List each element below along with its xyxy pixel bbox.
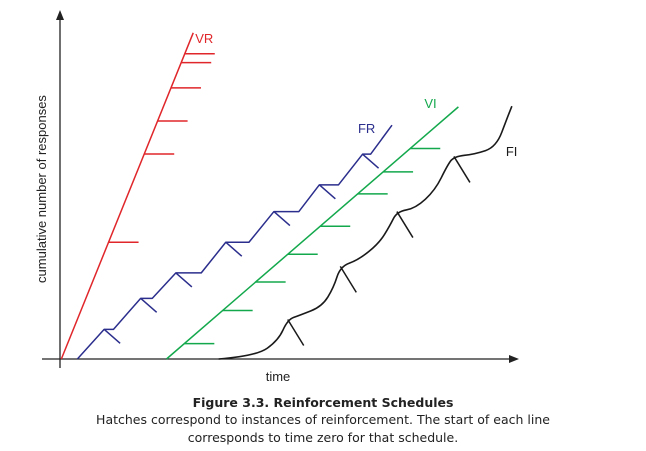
vr-line bbox=[60, 32, 194, 360]
series-layer: VR FR VI FI bbox=[60, 31, 518, 360]
y-axis bbox=[56, 10, 64, 368]
fr-hatch-3 bbox=[175, 272, 193, 288]
figure-caption-title: Figure 3.3. Reinforcement Schedules bbox=[192, 395, 454, 410]
fi-hatch-1 bbox=[287, 319, 305, 346]
fr-hatch-1 bbox=[103, 328, 121, 344]
fi-series: FI bbox=[218, 105, 518, 360]
fr-hatch-6 bbox=[318, 184, 336, 200]
reinforcement-schedules-chart: time cumulative number of responses VR FR… bbox=[34, 10, 519, 384]
fr-hatch-5 bbox=[273, 211, 291, 227]
fr-line bbox=[76, 124, 393, 360]
fr-hatch-7 bbox=[362, 153, 380, 169]
x-axis-label: time bbox=[266, 369, 291, 384]
fi-line bbox=[218, 105, 513, 360]
figure-caption-line-1: Hatches correspond to instances of reinf… bbox=[96, 412, 550, 427]
vi-series: VI bbox=[166, 96, 459, 360]
vr-series: VR bbox=[60, 31, 215, 360]
fi-label: FI bbox=[506, 144, 518, 159]
fi-hatch-3 bbox=[396, 211, 414, 238]
vr-label: VR bbox=[195, 31, 213, 46]
figure-caption-line-2: corresponds to time zero for that schedu… bbox=[187, 430, 459, 445]
fi-hatch-2 bbox=[339, 265, 357, 293]
vi-label: VI bbox=[424, 96, 436, 111]
x-axis bbox=[42, 355, 519, 363]
fi-hatch-4 bbox=[453, 156, 471, 183]
y-axis-label: cumulative number of responses bbox=[34, 95, 49, 283]
vi-line bbox=[166, 106, 459, 360]
fr-label: FR bbox=[358, 121, 375, 136]
fr-series: FR bbox=[76, 121, 393, 360]
fr-hatch-2 bbox=[140, 297, 158, 313]
fr-hatch-4 bbox=[225, 241, 243, 257]
